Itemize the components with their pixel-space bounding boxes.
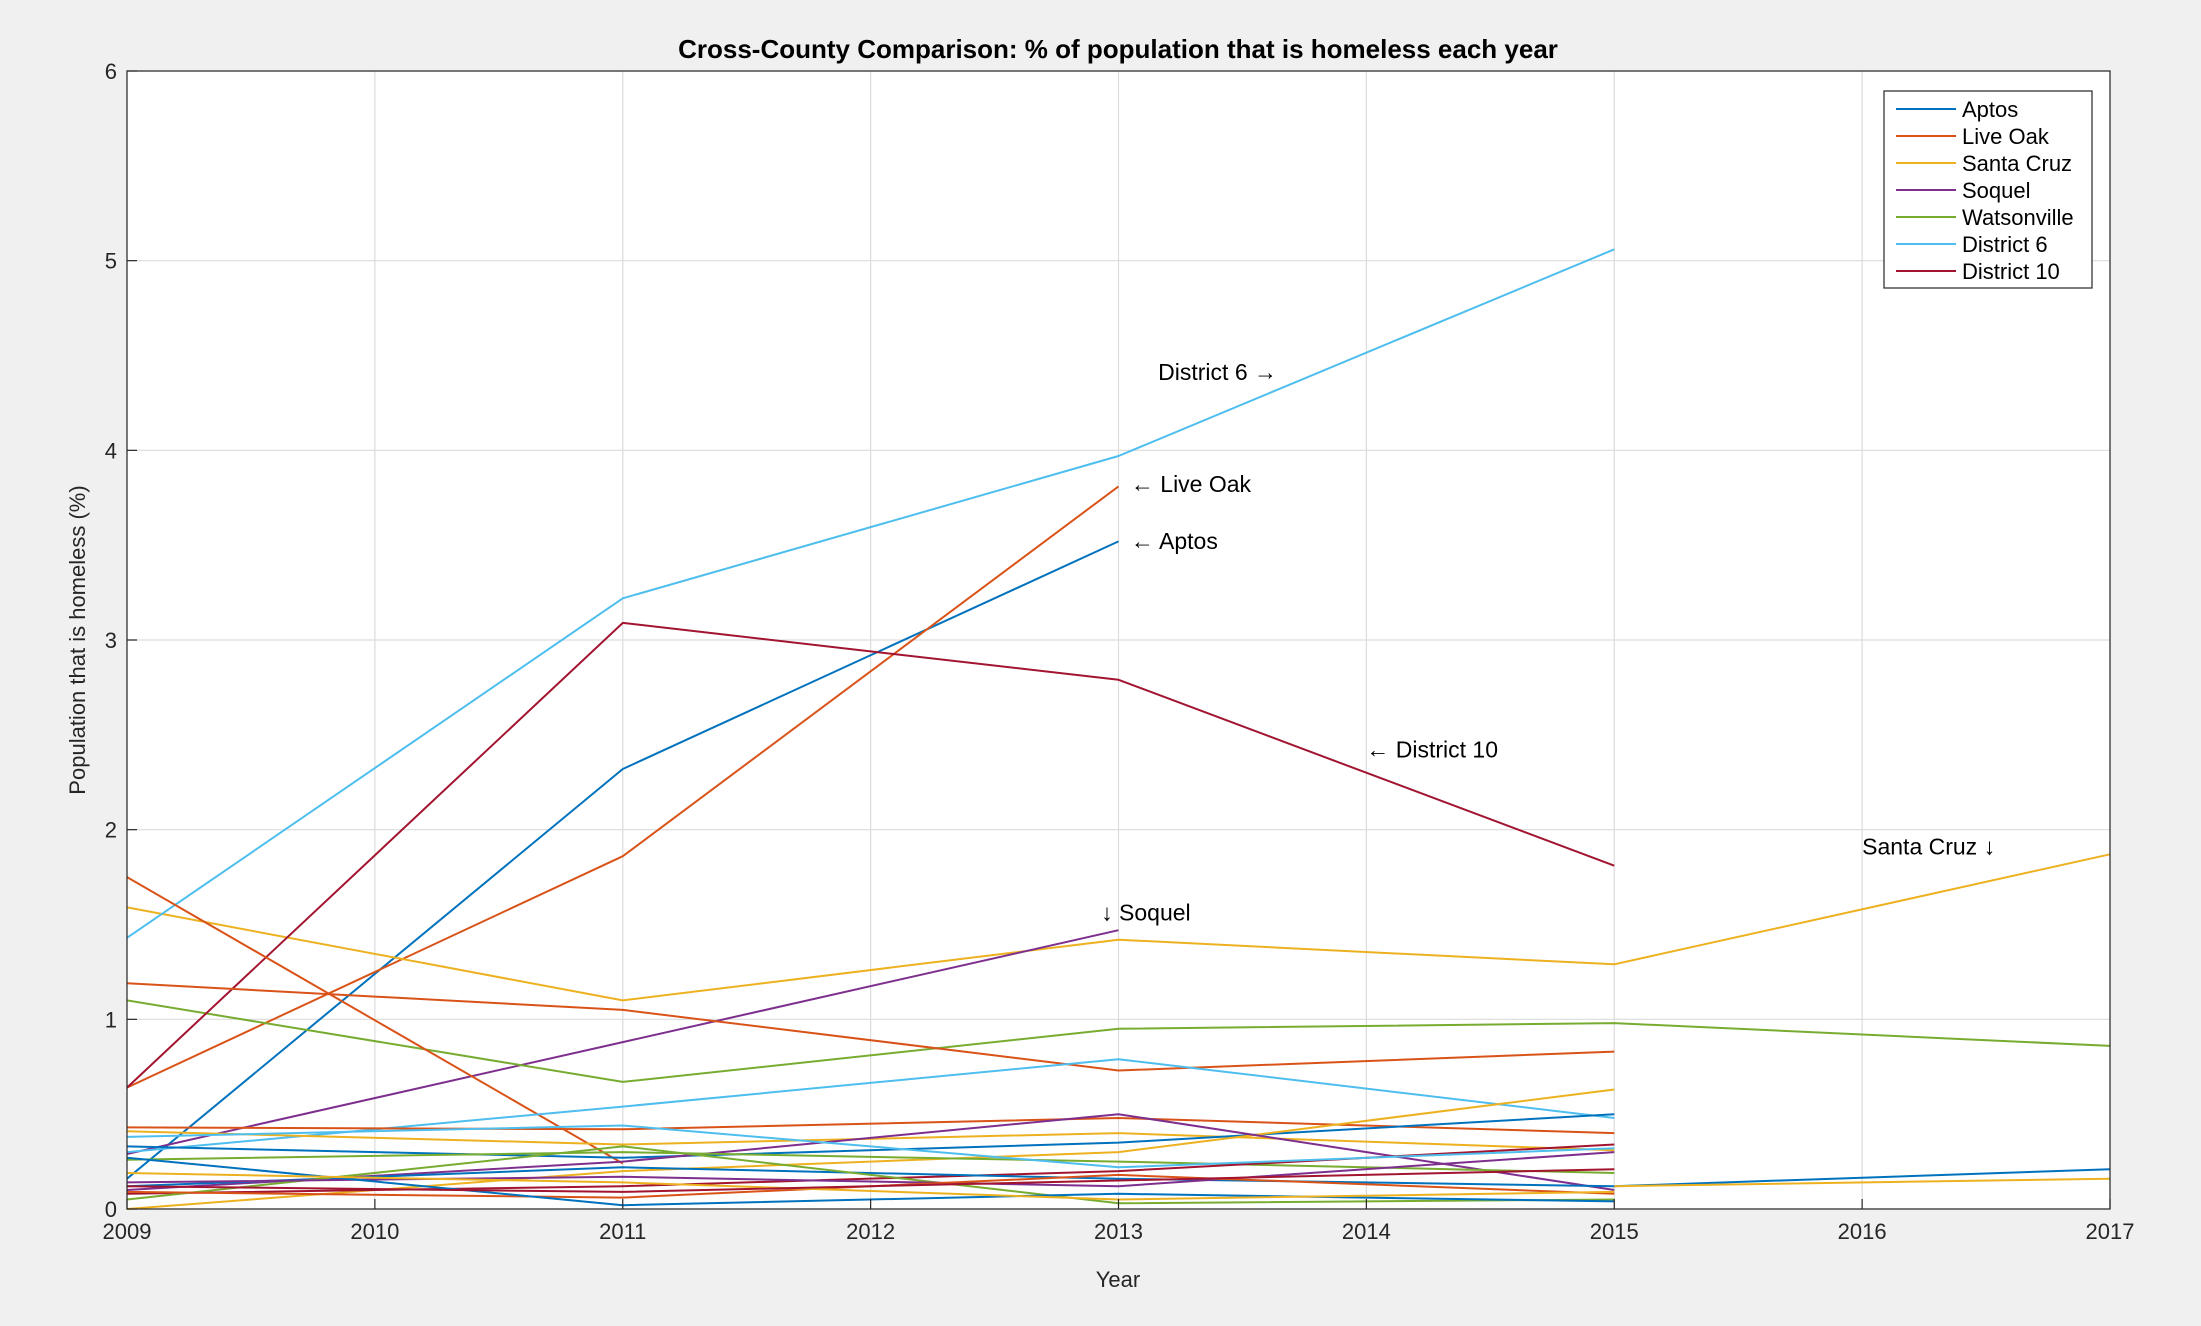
x-tick-label: 2009 (103, 1219, 152, 1244)
series-line-aptos (126, 540, 1119, 1180)
annotation-label: ← Live Oak (1131, 471, 1252, 497)
x-tick-label: 2017 (2086, 1219, 2135, 1244)
series-line-district-10 (126, 621, 1615, 1089)
y-tick-label: 2 (105, 818, 117, 843)
legend-entry: Watsonville (1962, 205, 2074, 230)
x-axis-title: Year (1096, 1267, 1140, 1292)
series-line-live-oak (126, 485, 1120, 1089)
x-tick-label: 2010 (350, 1219, 399, 1244)
y-axis-title: Population that is homeless (%) (65, 485, 90, 794)
annotation-label: District 6 → (1158, 359, 1277, 385)
x-tick-label: 2015 (1590, 1219, 1639, 1244)
series-line-unlabeled (126, 1168, 1615, 1193)
annotations: District 6 → ← Live Oak ← Aptos ← District … (1101, 359, 1995, 926)
legend-entry: Live Oak (1962, 124, 2050, 149)
chart-title: Cross-County Comparison: % of population… (678, 34, 1558, 64)
legend-entry: District 10 (1962, 259, 2060, 284)
series-line-unlabeled (126, 1151, 1615, 1174)
x-tick-label: 2013 (1094, 1219, 1143, 1244)
y-tick-label: 3 (105, 628, 117, 653)
series-line-unlabeled (126, 1151, 1615, 1188)
axis-ticks: 2009 2010 2011 2012 2013 2014 2015 2016 2017 0 1 2 3… (103, 59, 2135, 1244)
series-line-unlabeled (1614, 1168, 2111, 1188)
y-tick-label: 5 (105, 249, 117, 274)
x-tick-label: 2012 (846, 1219, 895, 1244)
series-line-unlabeled (126, 1172, 1615, 1201)
legend-entry: Aptos (1962, 97, 2018, 122)
series-line-unlabeled (126, 1124, 1615, 1169)
series-line-unlabeled (126, 1113, 1615, 1159)
y-tick-label: 6 (105, 59, 117, 84)
series-line-unlabeled (1614, 1177, 2111, 1188)
annotation-label: Santa Cruz ↓ (1862, 833, 1995, 859)
series-line-unlabeled (126, 982, 1615, 1072)
series-line-unlabeled (126, 876, 624, 1165)
series-line-district-6 (126, 248, 1615, 939)
annotation-label: ← District 10 (1366, 737, 1498, 763)
legend-entry: Santa Cruz (1962, 151, 2072, 176)
x-tick-label: 2014 (1342, 1219, 1391, 1244)
x-tick-label: 2016 (1838, 1219, 1887, 1244)
series-line-watsonville (126, 999, 2111, 1083)
annotation-label: ← Aptos (1131, 528, 1218, 554)
y-tick-label: 1 (105, 1007, 117, 1032)
series-line-unlabeled (126, 1117, 1615, 1135)
legend-entry: District 6 (1962, 232, 2048, 257)
y-tick-label: 4 (105, 438, 117, 463)
legend-entry: Soquel (1962, 178, 2031, 203)
x-tick-label: 2011 (599, 1219, 646, 1244)
series-line-santa-cruz (126, 853, 2111, 1002)
annotation-label: ↓ Soquel (1101, 900, 1191, 926)
y-tick-label: 0 (105, 1197, 117, 1222)
series-line-soquel (126, 929, 1119, 1155)
